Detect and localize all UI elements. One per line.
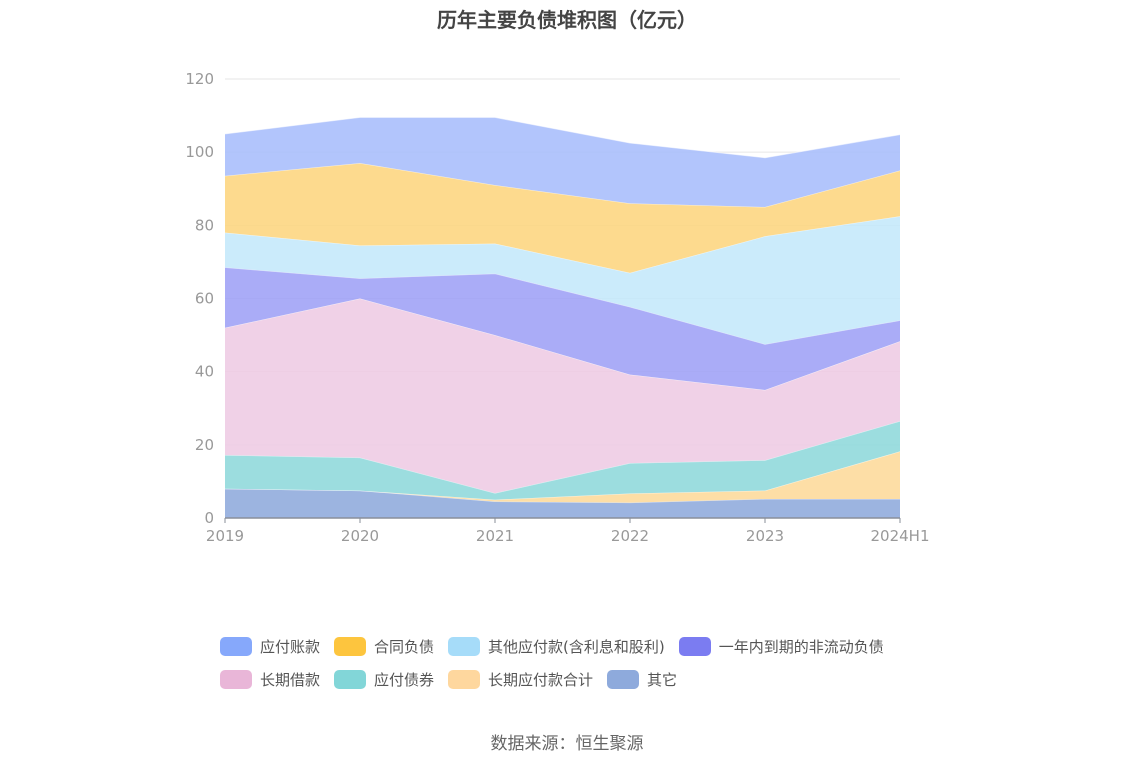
area-series-4 — [225, 267, 900, 390]
y-tick-label: 0 — [204, 509, 214, 527]
legend-label: 应付账款 — [260, 638, 321, 656]
legend-label: 其它 — [647, 671, 678, 689]
legend-label: 长期应付款合计 — [488, 671, 594, 689]
legend-row: 长期借款 应付债券 长期应付款合计 其它 — [220, 663, 940, 696]
area-series-edge — [224, 116, 901, 159]
legend-swatch — [678, 637, 711, 656]
y-tick-label: 20 — [195, 436, 214, 454]
legend-swatch — [220, 637, 252, 656]
x-tick-label: 2019 — [206, 527, 244, 545]
y-tick-label: 100 — [185, 143, 214, 161]
y-tick-label: 80 — [195, 216, 214, 234]
area-series-0 — [225, 488, 900, 518]
legend-item[interactable]: 长期借款 — [220, 669, 320, 690]
area-layer — [224, 116, 901, 518]
legend: 应付账款 合同负债 其他应付款(含利息和股利) 一年内到期的非流动负债 长期借款 应付债… — [220, 630, 940, 696]
legend-item[interactable]: 一年内到期的非流动负债 — [678, 636, 884, 657]
x-tick-label: 2022 — [611, 527, 649, 545]
legend-row: 应付账款 合同负债 其他应付款(含利息和股利) 一年内到期的非流动负债 — [220, 630, 940, 663]
legend-swatch — [448, 637, 481, 656]
area-series-6 — [225, 163, 900, 273]
area-series-1 — [225, 451, 900, 503]
legend-item[interactable]: 其他应付款(含利息和股利) — [448, 636, 665, 657]
area-series-5 — [225, 216, 900, 345]
area-series-3 — [225, 298, 900, 494]
axes: 0 20 40 60 80 100 120 2019 2020 2021 2022 2023 2024H… — [185, 70, 929, 545]
legend-label: 应付债券 — [374, 671, 435, 689]
legend-swatch — [607, 670, 640, 689]
legend-label: 其他应付款(含利息和股利) — [488, 638, 665, 656]
legend-item[interactable]: 应付债券 — [334, 669, 434, 690]
legend-label: 长期借款 — [260, 671, 321, 689]
legend-swatch — [334, 637, 367, 656]
area-series-2 — [225, 421, 900, 500]
legend-swatch — [448, 670, 481, 689]
legend-swatch — [334, 670, 367, 689]
legend-item[interactable]: 长期应付款合计 — [448, 669, 593, 690]
area-series-7 — [225, 117, 900, 207]
chart-title: 历年主要负债堆积图（亿元） — [437, 8, 697, 32]
y-tick-label: 120 — [185, 70, 214, 88]
x-tick-label: 2023 — [746, 527, 784, 545]
y-tick-label: 40 — [195, 363, 214, 381]
y-tick-label: 60 — [195, 290, 214, 308]
legend-item[interactable]: 应付账款 — [220, 636, 320, 657]
legend-swatch — [220, 670, 252, 689]
x-tick-label: 2021 — [476, 527, 514, 545]
legend-label: 一年内到期的非流动负债 — [718, 638, 884, 656]
legend-item[interactable]: 其它 — [607, 669, 677, 690]
stacked-area-chart: 0 20 40 60 80 100 120 2019 2020 2021 2022 2023 2024H… — [185, 70, 929, 545]
legend-item[interactable]: 合同负债 — [334, 636, 434, 657]
legend-label: 合同负债 — [374, 638, 435, 656]
x-tick-label: 2024H1 — [871, 527, 930, 545]
x-tick-label: 2020 — [341, 527, 379, 545]
source-note: 数据来源：恒生聚源 — [490, 734, 644, 754]
